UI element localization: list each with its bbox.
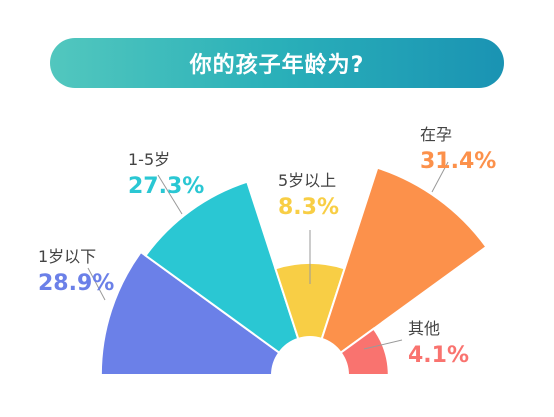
slice-label-4: 其他 — [408, 319, 440, 338]
title-banner: 你的孩子年龄为? — [50, 38, 504, 88]
slice-value-2: 8.3% — [278, 195, 339, 220]
slice-4 — [339, 327, 390, 376]
chart-title: 你的孩子年龄为? — [189, 53, 365, 78]
leader-line-1 — [157, 174, 183, 215]
slice-3 — [320, 166, 488, 355]
leader-line-3 — [431, 161, 449, 193]
leader-line-4 — [363, 339, 403, 350]
slice-label-1: 1-5岁 — [128, 150, 170, 169]
slice-0 — [99, 250, 281, 376]
slice-value-3: 31.4% — [420, 149, 496, 174]
slice-value-4: 4.1% — [408, 343, 469, 368]
slice-label-3: 在孕 — [420, 125, 452, 144]
slice-1 — [144, 180, 300, 355]
slice-value-1: 27.3% — [128, 174, 204, 199]
slice-value-0: 28.9% — [38, 271, 114, 296]
slice-label-2: 5岁以上 — [278, 171, 336, 190]
leader-line-0 — [87, 267, 106, 301]
slice-label-0: 1岁以下 — [38, 247, 96, 266]
